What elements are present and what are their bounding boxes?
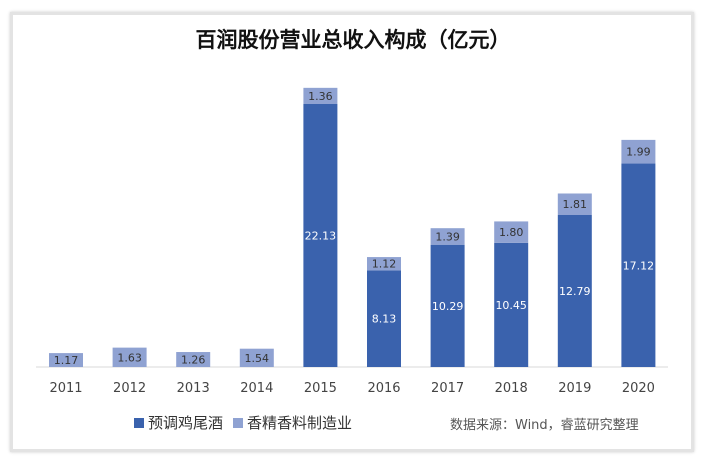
data-label-flavor-2013: 1.26 xyxy=(181,354,206,367)
legend-swatch-cocktail xyxy=(134,417,144,428)
bar-flavor-2016 xyxy=(367,257,401,271)
bar-flavor-2012 xyxy=(112,347,147,367)
bar-flavor-2015 xyxy=(303,87,338,104)
x-tick-label-2018: 2018 xyxy=(495,381,528,396)
data-label-cocktail-2016: 8.13 xyxy=(372,313,397,326)
data-label-flavor-2019: 1.81 xyxy=(563,198,588,211)
bar-cocktail-2020 xyxy=(621,163,656,367)
data-label-cocktail-2017: 10.29 xyxy=(432,300,464,313)
legend-item-flavor: 香精香料制造业 xyxy=(233,412,352,433)
x-tick-label-2014: 2014 xyxy=(240,381,273,396)
data-label-flavor-2017: 1.39 xyxy=(435,230,460,243)
data-label-cocktail-2015: 22.13 xyxy=(305,230,337,243)
source-note: 数据来源：Wind，睿蓝研究整理 xyxy=(450,418,639,433)
bar-flavor-2014 xyxy=(239,348,274,367)
data-label-cocktail-2020: 17.12 xyxy=(623,259,655,272)
data-label-flavor-2020: 1.99 xyxy=(626,146,651,159)
bar-cocktail-2019 xyxy=(557,214,592,367)
bar-flavor-2011 xyxy=(49,353,83,367)
bar-cocktail-2015 xyxy=(303,104,338,367)
legend-label-flavor: 香精香料制造业 xyxy=(247,414,353,432)
data-label-cocktail-2018: 10.45 xyxy=(495,299,527,312)
x-tick-label-2011: 2011 xyxy=(49,381,82,396)
data-label-flavor-2015: 1.36 xyxy=(308,90,333,103)
bar-flavor-2018 xyxy=(494,221,529,243)
bar-cocktail-2016 xyxy=(367,270,401,367)
bar-flavor-2017 xyxy=(430,228,465,245)
x-tick-label-2013: 2013 xyxy=(177,381,210,396)
bar-flavor-2020 xyxy=(621,139,656,164)
legend-label-cocktail: 预调鸡尾酒 xyxy=(148,414,224,432)
x-tick-label-2012: 2012 xyxy=(113,381,146,396)
x-tick-label-2019: 2019 xyxy=(558,381,591,396)
x-tick-label-2016: 2016 xyxy=(367,381,400,396)
data-label-flavor-2011: 1.17 xyxy=(54,354,79,367)
legend-item-cocktail: 预调鸡尾酒 xyxy=(134,412,223,433)
legend-swatch-flavor xyxy=(233,417,243,428)
bar-cocktail-2018 xyxy=(494,242,529,367)
chart-title: 百润股份营业总收入构成（亿元） xyxy=(195,27,511,52)
bar-flavor-2013 xyxy=(176,352,211,367)
x-tick-label-2015: 2015 xyxy=(304,381,337,396)
data-label-cocktail-2019: 12.79 xyxy=(559,285,591,298)
x-tick-label-2020: 2020 xyxy=(622,381,655,396)
bar-flavor-2019 xyxy=(557,193,592,215)
x-tick-label-2017: 2017 xyxy=(431,381,464,396)
bar-cocktail-2017 xyxy=(430,244,465,367)
data-label-flavor-2014: 1.54 xyxy=(245,352,270,365)
data-label-flavor-2012: 1.63 xyxy=(117,351,142,364)
data-label-flavor-2016: 1.12 xyxy=(372,258,397,271)
data-label-flavor-2018: 1.80 xyxy=(499,226,524,239)
